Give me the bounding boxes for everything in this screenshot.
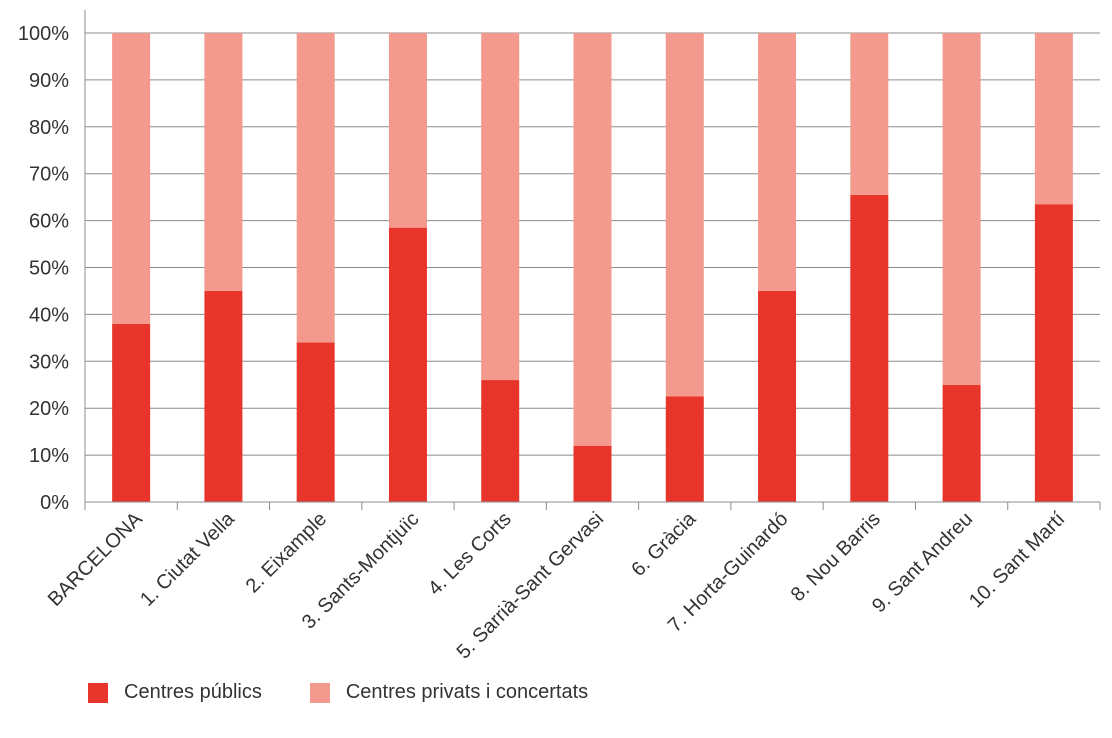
bar-segment-private bbox=[758, 33, 797, 291]
bar-segment-private bbox=[204, 33, 243, 291]
bar-segment-private bbox=[573, 33, 612, 446]
bar-segment-private bbox=[388, 33, 427, 228]
bar-segment-private bbox=[850, 33, 889, 195]
bar-segment-private bbox=[112, 33, 151, 324]
y-tick-label: 20% bbox=[29, 398, 69, 420]
bar-segment-private bbox=[481, 33, 520, 381]
x-tick-label: 4. Les Corts bbox=[424, 508, 516, 600]
legend-item-private: Centres privats i concertats bbox=[309, 681, 589, 704]
y-tick-label: 50% bbox=[29, 258, 69, 280]
x-tick-label: 6. Gràcia bbox=[627, 507, 701, 581]
y-tick-label: 40% bbox=[29, 304, 69, 326]
bar-segment-private bbox=[665, 33, 704, 397]
y-tick-label: 100% bbox=[18, 23, 69, 45]
bar-segment-public bbox=[112, 323, 151, 502]
bars bbox=[112, 33, 1073, 502]
bar-segment-public bbox=[388, 227, 427, 502]
bar-segment-public bbox=[942, 384, 981, 502]
y-tick-label: 30% bbox=[29, 351, 69, 373]
axes bbox=[84, 10, 1101, 510]
x-tick-label: 2. Eixample bbox=[242, 508, 331, 597]
x-tick-label: 10. Sant Martí bbox=[965, 508, 1070, 613]
legend: Centres públics Centres privats i concer… bbox=[88, 681, 636, 704]
legend-swatch-private bbox=[309, 682, 330, 703]
x-tick-label: 9. Sant Andreu bbox=[868, 508, 977, 617]
y-tick-labels: 0% 10% 20% 30% 40% 50% 60% 70% 80% 90% 100% bbox=[18, 23, 69, 514]
bar-segment-public bbox=[481, 380, 520, 502]
legend-label-private: Centres privats i concertats bbox=[345, 681, 589, 703]
bar-segment-public bbox=[204, 290, 243, 502]
legend-item-public: Centres públics bbox=[88, 681, 262, 704]
bar-segment-private bbox=[1034, 33, 1073, 205]
x-tick-label: BARCELONA bbox=[44, 508, 147, 611]
y-tick-label: 90% bbox=[29, 70, 69, 92]
y-tick-label: 80% bbox=[29, 117, 69, 139]
x-tick-label: 8. Nou Barris bbox=[787, 508, 885, 606]
bar-segment-public bbox=[573, 445, 612, 502]
bar-segment-public bbox=[296, 342, 335, 502]
y-tick-label: 60% bbox=[29, 211, 69, 233]
bar-segment-private bbox=[942, 33, 981, 385]
bar-segment-public bbox=[850, 194, 889, 502]
bar-segment-public bbox=[1034, 204, 1073, 502]
legend-label-public: Centres públics bbox=[124, 681, 262, 703]
bar-segment-public bbox=[665, 396, 704, 502]
y-tick-label: 70% bbox=[29, 164, 69, 186]
legend-swatch-public bbox=[88, 682, 108, 703]
y-tick-label: 0% bbox=[40, 492, 69, 514]
x-tick-label: 1. Ciutat Vella bbox=[136, 507, 239, 610]
bar-segment-private bbox=[296, 33, 335, 343]
y-tick-label: 10% bbox=[29, 445, 69, 467]
bar-segment-public bbox=[758, 290, 797, 502]
